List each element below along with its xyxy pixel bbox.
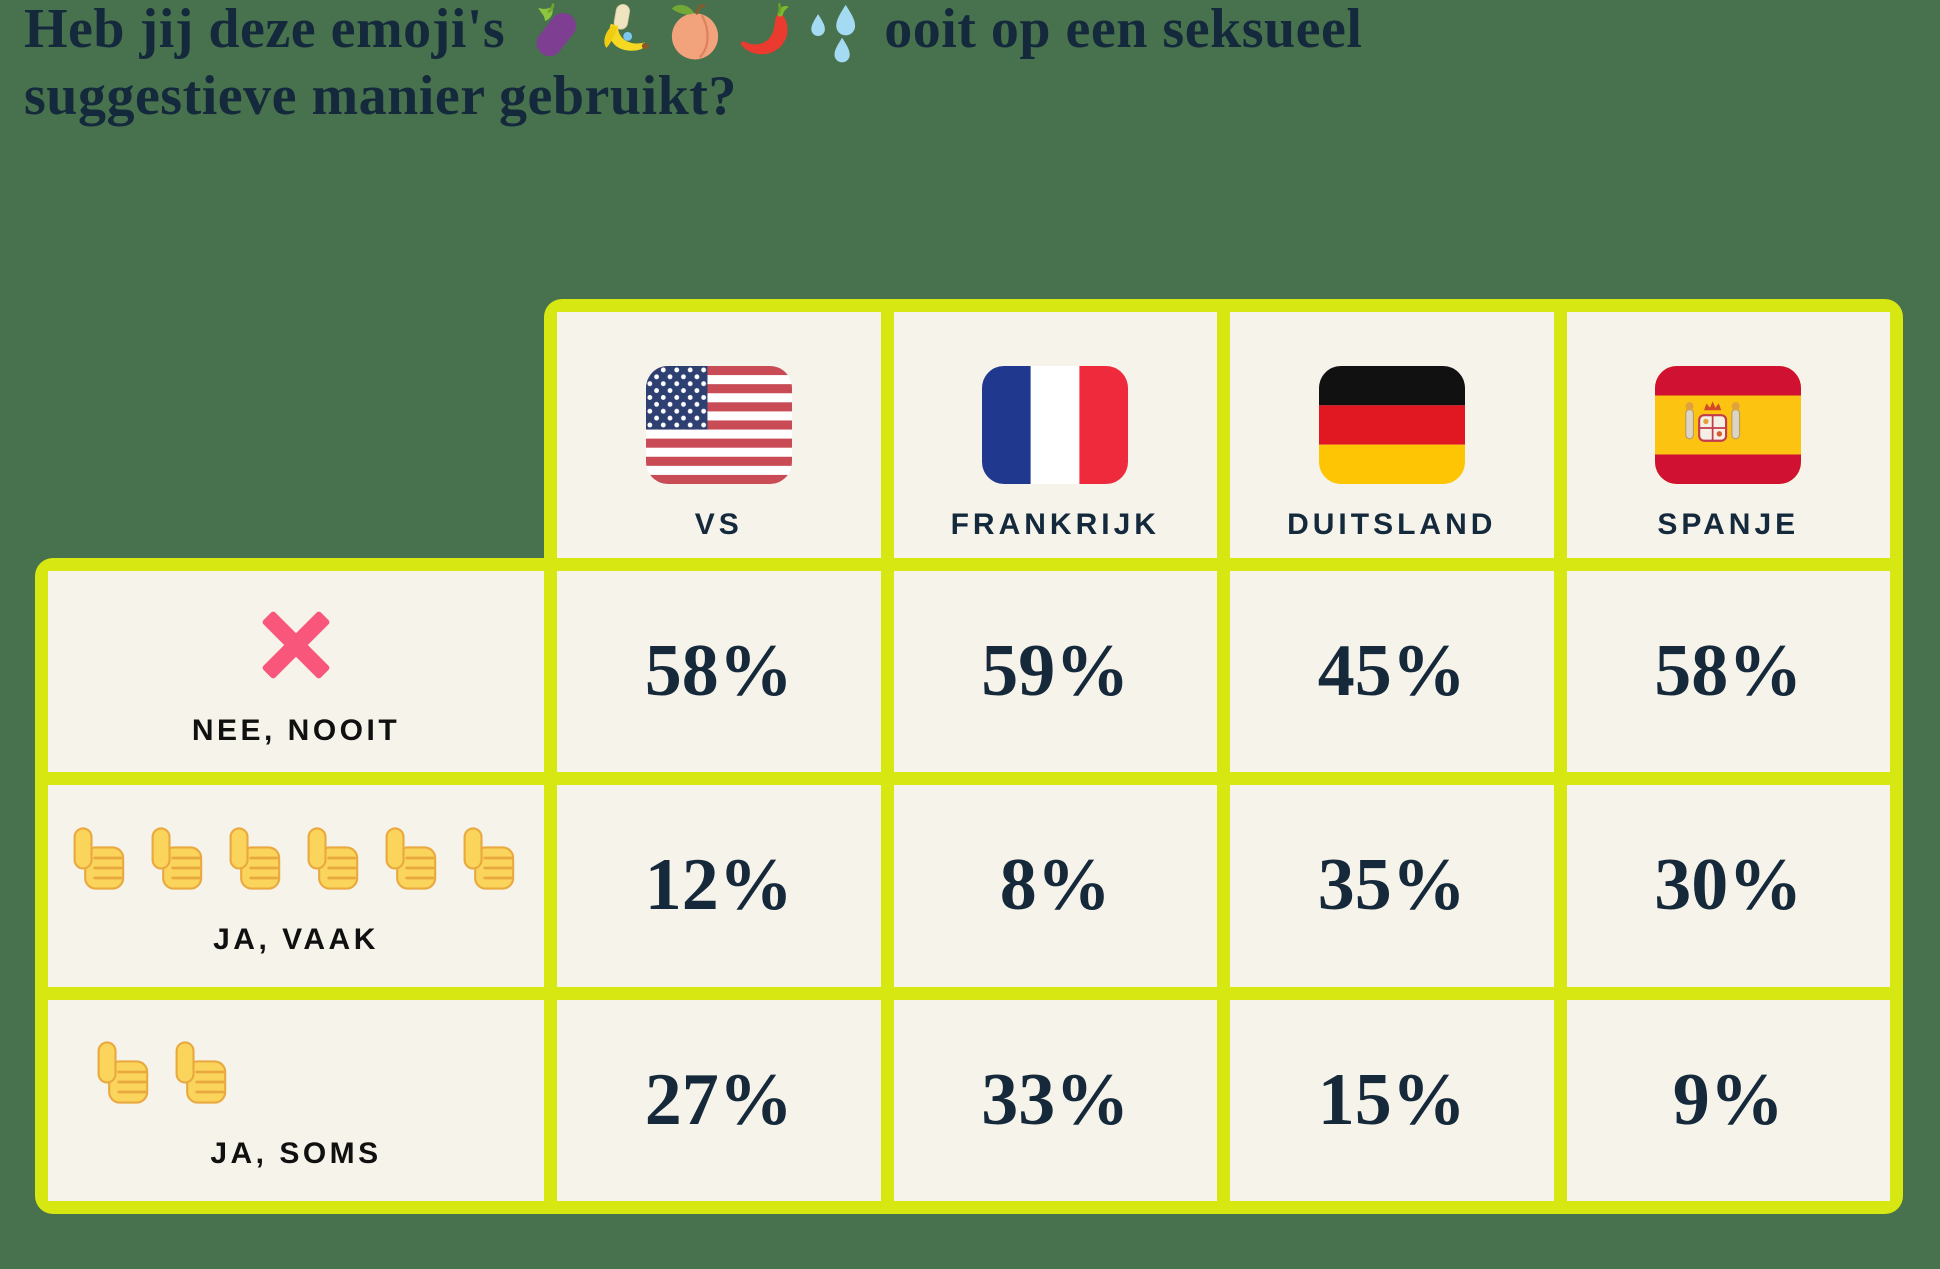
survey-results-table: NEE, NOOIT 58% 59% 45% 58% JA, VAAK 12% …	[35, 558, 1903, 1214]
row-header-ja-soms: JA, SOMS	[48, 999, 544, 1201]
value-cell-ja-soms-vs: 27%	[557, 999, 881, 1201]
eggplant-icon	[523, 0, 587, 63]
peach-icon	[663, 0, 727, 63]
column-header-duitsland: DUITSLAND	[1230, 312, 1554, 558]
value-cell-nee-nooit-duitsland: 45%	[1230, 571, 1554, 773]
flag-spain-icon	[1655, 366, 1801, 484]
value-cell-nee-nooit-spanje: 58%	[1566, 571, 1890, 773]
row-header-nee-nooit: NEE, NOOIT	[48, 571, 544, 773]
row-icon-group	[48, 821, 544, 897]
cross-mark-icon	[253, 602, 339, 688]
column-header-frankrijk: FRANKRIJK	[893, 312, 1217, 558]
value-cell-ja-soms-duitsland: 15%	[1230, 999, 1554, 1201]
column-header-vs: VS	[557, 312, 881, 558]
page-title: Heb jij deze emoji's ooit op een seksuee…	[24, 0, 1544, 129]
banana-icon	[593, 0, 657, 63]
row-icon-group	[48, 602, 544, 688]
thumbs-up-icon	[63, 821, 139, 897]
flag-us-icon	[646, 366, 792, 484]
title-text-before: Heb jij deze emoji's	[24, 0, 506, 60]
hot-pepper-icon	[733, 0, 797, 63]
thumbs-up-icon	[87, 1035, 163, 1111]
column-label: SPANJE	[1657, 508, 1800, 541]
thumbs-up-icon	[375, 821, 451, 897]
value-cell-ja-soms-spanje: 9%	[1566, 999, 1890, 1201]
thumbs-up-icon	[297, 821, 373, 897]
value-cell-ja-vaak-frankrijk: 8%	[893, 785, 1217, 987]
row-label: JA, SOMS	[210, 1137, 382, 1171]
sweat-droplets-icon	[803, 0, 867, 63]
thumbs-up-icon	[219, 821, 295, 897]
thumbs-up-icon	[453, 821, 529, 897]
country-columns-header: VS FRANKRIJK DUITSLAND SPANJE	[544, 299, 1903, 558]
value-cell-ja-vaak-spanje: 30%	[1566, 785, 1890, 987]
thumbs-up-icon	[141, 821, 217, 897]
row-label: JA, VAAK	[213, 922, 379, 956]
flag-germany-icon	[1319, 366, 1465, 484]
flag-france-icon	[982, 366, 1128, 484]
thumbs-up-icon	[165, 1035, 241, 1111]
value-cell-ja-vaak-vs: 12%	[557, 785, 881, 987]
row-icon-group	[48, 1035, 544, 1111]
row-header-ja-vaak: JA, VAAK	[48, 785, 544, 987]
value-cell-ja-vaak-duitsland: 35%	[1230, 785, 1554, 987]
value-cell-ja-soms-frankrijk: 33%	[893, 999, 1217, 1201]
column-label: DUITSLAND	[1287, 508, 1497, 541]
column-header-spanje: SPANJE	[1566, 312, 1890, 558]
row-label: NEE, NOOIT	[191, 713, 401, 747]
value-cell-nee-nooit-frankrijk: 59%	[893, 571, 1217, 773]
value-cell-nee-nooit-vs: 58%	[557, 571, 881, 773]
column-label: VS	[694, 508, 743, 541]
title-text-after: ooit op een seksueel suggestieve manier …	[24, 0, 1363, 127]
column-label: FRANKRIJK	[950, 508, 1160, 541]
